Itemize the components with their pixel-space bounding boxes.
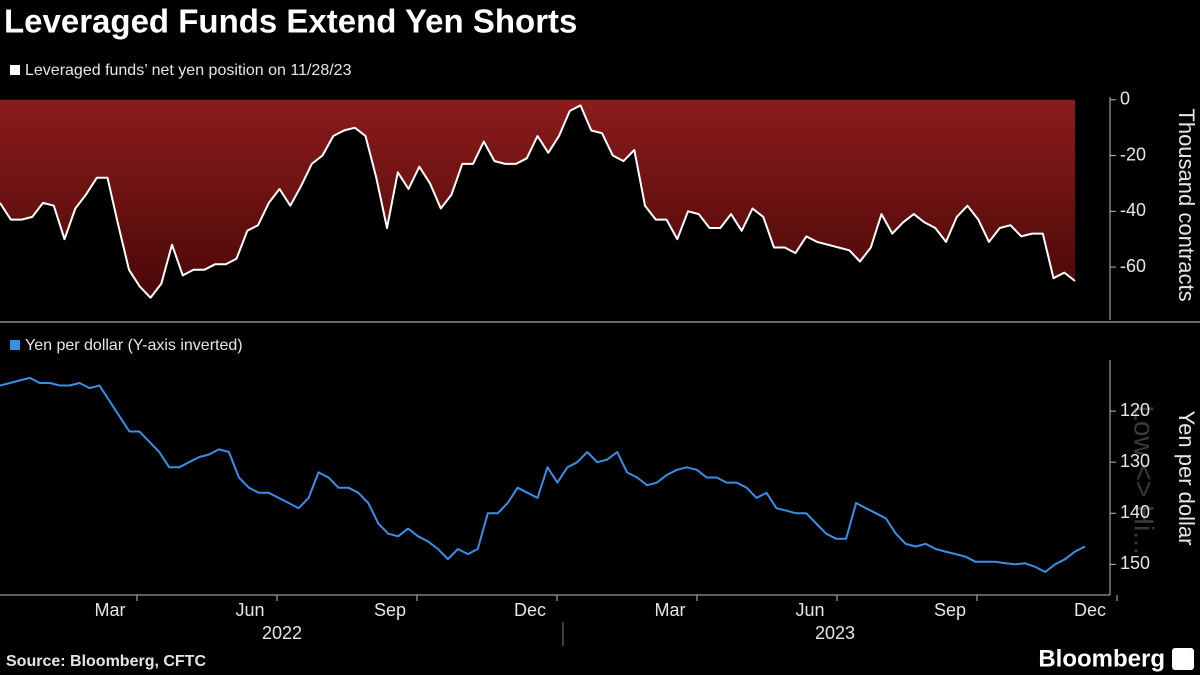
x-tick-label: Dec: [1074, 600, 1106, 620]
x-tick-label: Mar: [655, 600, 686, 620]
y-tick-label: 0: [1120, 89, 1130, 109]
legend-label: Leveraged funds’ net yen position on 11/…: [25, 62, 352, 79]
brand: Bloomberg: [1038, 645, 1165, 672]
x-tick-label: Jun: [235, 600, 264, 620]
series-line: [0, 104, 1076, 299]
legend-label: Yen per dollar (Y-axis inverted): [25, 337, 243, 354]
source: Source: Bloomberg, CFTC: [6, 653, 206, 670]
y-tick-label: 130: [1120, 451, 1150, 471]
x-year-label: 2023: [815, 623, 855, 643]
chart-title: Leveraged Funds Extend Yen Shorts: [4, 3, 577, 40]
y-axis-title: Yen per dollar: [1174, 411, 1199, 546]
area-fill: [0, 99, 1075, 298]
y-tick-label: 140: [1120, 502, 1150, 522]
y-tick-label: 150: [1120, 553, 1150, 573]
y-tick-label: -40: [1120, 200, 1146, 220]
legend-swatch: [10, 65, 20, 75]
legend-swatch: [10, 340, 20, 350]
y-tick-label: 120: [1120, 400, 1150, 420]
x-tick-label: Dec: [514, 600, 546, 620]
y-tick-label: -20: [1120, 144, 1146, 164]
x-tick-label: Jun: [795, 600, 824, 620]
series-line: [0, 376, 1086, 573]
x-year-label: 2022: [262, 623, 302, 643]
annotation: Low <> Hi...: [1129, 405, 1160, 554]
brand-icon: [1172, 648, 1194, 670]
y-axis-title: Thousand contracts: [1174, 108, 1199, 301]
x-tick-label: Mar: [95, 600, 126, 620]
x-tick-label: Sep: [374, 600, 406, 620]
y-tick-label: -60: [1120, 256, 1146, 276]
x-tick-label: Sep: [934, 600, 966, 620]
